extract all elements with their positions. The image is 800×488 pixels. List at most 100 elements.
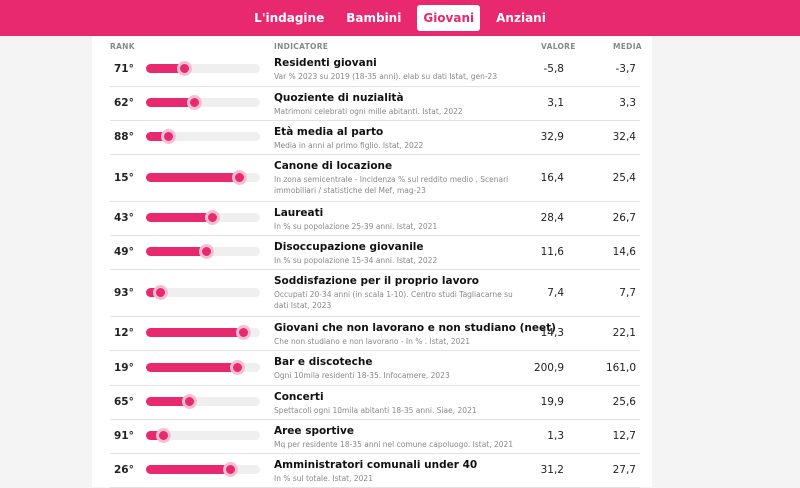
indicator-subtitle: Mq per residente 18-35 anni nel comune c… (274, 440, 514, 449)
score-knob (230, 360, 246, 375)
indicator-title: Disoccupazione giovanile (274, 241, 424, 253)
tab-2[interactable]: Giovani (417, 5, 481, 31)
rank-label: 93° (114, 287, 134, 299)
tab-0[interactable]: L'indagine (254, 11, 325, 25)
score-knob (156, 428, 172, 443)
indicator-subtitle: In % su popolazione 15-34 anni. Istat, 2… (274, 256, 438, 265)
score-bar (146, 95, 260, 110)
score-bar (146, 61, 260, 76)
score-knob (186, 95, 202, 110)
value-cell: 1,3 (547, 430, 564, 442)
average-cell: 25,4 (612, 172, 636, 184)
table-row: 12° Giovani che non lavorano e non studi… (110, 316, 640, 351)
table-row: 93° Soddisfazione per il proprio lavoro … (110, 269, 640, 317)
average-cell: 27,7 (612, 464, 636, 476)
table-row: 65° Concerti Spettacoli ogni 10mila abit… (110, 385, 640, 420)
score-knob (205, 210, 221, 225)
table-row: 91° Aree sportive Mq per residente 18-35… (110, 419, 640, 454)
indicator-subtitle: Ogni 10mila residenti 18-35. Infocamere,… (274, 371, 450, 380)
indicator-subtitle: Che non studiano e non lavorano - In % .… (274, 337, 470, 346)
rank-label: 26° (114, 464, 134, 476)
score-knob (235, 325, 251, 340)
indicator-title: Residenti giovani (274, 57, 377, 69)
tab-1[interactable]: Bambini (346, 11, 402, 25)
score-bar-fill (146, 328, 243, 337)
rank-label: 12° (114, 327, 134, 339)
score-bar-fill (146, 431, 164, 440)
score-bar-fill (146, 173, 240, 182)
score-bar-fill (146, 213, 213, 222)
indicator-subtitle: Spettacoli ogni 10mila abitanti 18-35 an… (274, 406, 477, 415)
rank-label: 88° (114, 131, 134, 143)
header-average: MEDIA (613, 42, 642, 51)
value-cell: 11,6 (540, 246, 564, 258)
score-knob (223, 462, 239, 477)
score-bar (146, 360, 260, 375)
value-cell: 28,4 (540, 212, 564, 224)
header-rank: RANK (110, 42, 135, 51)
value-cell: 31,2 (540, 464, 564, 476)
value-cell: 7,4 (547, 287, 564, 299)
table-row: 26° Amministratori comunali under 40 In … (110, 453, 640, 488)
indicators-table: RANK INDICATORE VALORE MEDIA 71° Residen… (92, 36, 652, 488)
score-bar (146, 462, 260, 477)
indicator-title: Giovani che non lavorano e non studiano … (274, 322, 556, 334)
score-bar-fill (146, 64, 184, 73)
average-cell: 161,0 (605, 362, 636, 374)
indicator-title: Aree sportive (274, 425, 354, 437)
rank-label: 19° (114, 362, 134, 374)
score-bar (146, 325, 260, 340)
value-cell: 19,9 (540, 396, 564, 408)
rank-label: 15° (114, 172, 134, 184)
indicator-title: Amministratori comunali under 40 (274, 459, 478, 471)
score-bar-fill (146, 363, 238, 372)
score-bar (146, 285, 260, 300)
average-cell: 7,7 (619, 287, 636, 299)
score-bar (146, 210, 260, 225)
score-bar (146, 129, 260, 144)
rank-label: 65° (114, 396, 134, 408)
value-cell: 200,9 (533, 362, 564, 374)
average-cell: 22,1 (612, 327, 636, 339)
header-value: VALORE (541, 42, 576, 51)
table-row: 71° Residenti giovani Var % 2023 su 2019… (110, 51, 640, 87)
average-cell: 32,4 (612, 131, 636, 143)
score-knob (160, 129, 176, 144)
indicator-subtitle: In zona semicentrale - Incidenza % sul r… (274, 175, 509, 195)
section-nav: L'indagine Bambini Giovani Anziani (0, 0, 800, 36)
value-cell: 32,9 (540, 131, 564, 143)
rank-label: 43° (114, 212, 134, 224)
average-cell: 26,7 (612, 212, 636, 224)
score-bar-fill (146, 465, 231, 474)
value-cell: 16,4 (540, 172, 564, 184)
score-bar-fill (146, 98, 194, 107)
indicator-subtitle: Matrimoni celebrati ogni mille abitanti.… (274, 107, 463, 116)
table-row: 88° Età media al parto Media in anni al … (110, 120, 640, 155)
average-cell: 14,6 (612, 246, 636, 258)
tab-3[interactable]: Anziani (496, 11, 546, 25)
average-cell: 25,6 (612, 396, 636, 408)
indicator-subtitle: In % su popolazione 25-39 anni. Istat, 2… (274, 222, 438, 231)
indicator-subtitle: In % sul totale. Istat, 2021 (274, 474, 373, 483)
indicator-subtitle: Var % 2023 su 2019 (18-35 anni). elab su… (274, 72, 498, 81)
table-row: 62° Quoziente di nuzialità Matrimoni cel… (110, 86, 640, 121)
indicator-subtitle: Media in anni al primo figlio. Istat, 20… (274, 141, 424, 150)
score-bar-fill (146, 132, 168, 141)
indicator-title: Soddisfazione per il proprio lavoro (274, 275, 480, 287)
average-cell: -3,7 (615, 63, 637, 75)
header-indicator: INDICATORE (274, 42, 329, 51)
score-knob (232, 170, 248, 185)
score-bar (146, 428, 260, 443)
indicator-title: Concerti (274, 391, 324, 403)
score-knob (182, 394, 198, 409)
value-cell: 14,3 (540, 327, 564, 339)
rank-label: 91° (114, 430, 134, 442)
indicator-title: Età media al parto (274, 126, 384, 138)
value-cell: 3,1 (547, 97, 564, 109)
score-bar (146, 170, 260, 185)
indicator-title: Quoziente di nuzialità (274, 92, 404, 104)
table-row: 49° Disoccupazione giovanile In % su pop… (110, 235, 640, 270)
table-row: 43° Laureati In % su popolazione 25-39 a… (110, 201, 640, 236)
rank-label: 62° (114, 97, 134, 109)
score-bar-fill (146, 247, 207, 256)
